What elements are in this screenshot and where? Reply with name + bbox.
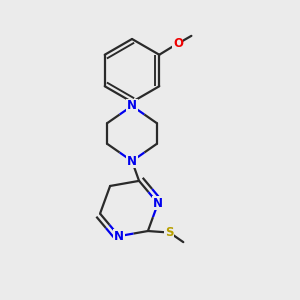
Text: N: N — [127, 99, 137, 112]
Text: N: N — [127, 154, 137, 168]
Text: O: O — [173, 37, 183, 50]
Text: N: N — [114, 230, 124, 243]
Text: N: N — [153, 197, 163, 210]
Text: S: S — [165, 226, 173, 239]
